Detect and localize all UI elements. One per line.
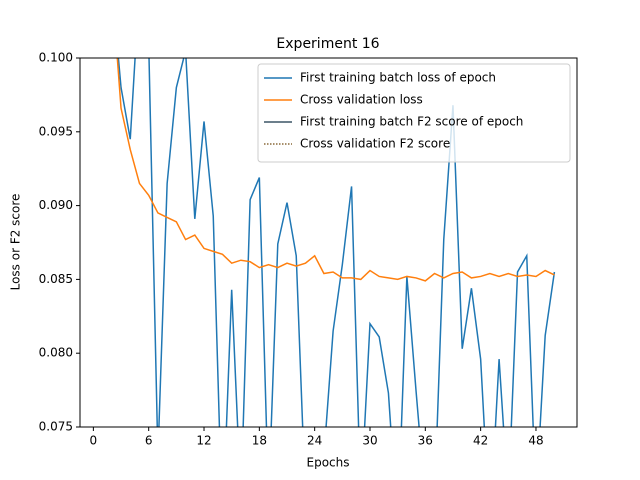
x-tick-label: 48 [528,434,543,448]
legend-label: Cross validation loss [300,93,423,107]
chart-title: Experiment 16 [276,36,379,52]
x-axis-label: Epochs [307,456,350,470]
y-tick-label: 0.095 [39,124,73,138]
x-tick-label: 18 [252,434,267,448]
legend-label: Cross validation F2 score [300,137,450,151]
series-line [117,58,556,427]
plot-area [116,58,556,427]
y-tick-label: 0.090 [39,198,73,212]
legend-box [257,63,571,163]
x-tick-label: 30 [362,434,377,448]
x-tick-label: 42 [473,434,488,448]
series-line [116,58,555,282]
x-tick-label: 12 [196,434,211,448]
x-tick-label: 6 [145,434,153,448]
x-tick-label: 24 [307,434,322,448]
y-tick-label: 0.080 [39,346,73,360]
x-tick-label: 36 [418,434,433,448]
legend-label: First training batch loss of epoch [300,71,496,85]
legend-label: First training batch F2 score of epoch [300,115,523,129]
y-tick-label: 0.085 [39,272,73,286]
x-tick-label: 0 [90,434,98,448]
axes-frame [79,57,578,428]
y-axis-label: Loss or F2 score [9,194,23,291]
y-tick-label: 0.075 [39,420,73,434]
y-tick-label: 0.100 [39,51,73,65]
